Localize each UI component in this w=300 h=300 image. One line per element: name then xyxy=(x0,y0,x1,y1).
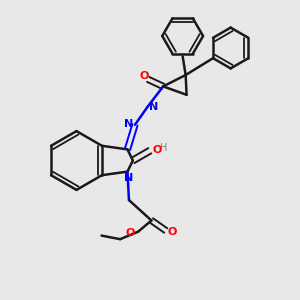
Text: N: N xyxy=(124,172,133,183)
Text: H: H xyxy=(160,143,167,153)
Text: O: O xyxy=(140,71,149,81)
Text: O: O xyxy=(126,228,135,238)
Text: N: N xyxy=(149,102,158,112)
Text: O: O xyxy=(153,145,162,155)
Text: O: O xyxy=(167,227,177,237)
Text: N: N xyxy=(124,118,133,129)
